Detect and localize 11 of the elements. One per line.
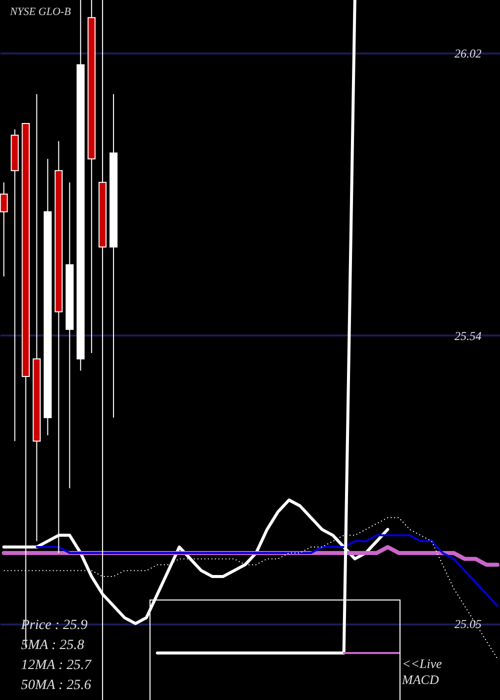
candlestick	[0, 182, 8, 277]
y-tick-label: 25.54	[454, 328, 482, 343]
line-series	[36, 534, 498, 607]
y-tick-label: 26.02	[454, 46, 482, 60]
annotation: 50MA : 25.6	[21, 678, 92, 693]
text: NYSE GLO-B	[9, 6, 72, 18]
annotation: <<Live MACD	[401, 656, 442, 687]
y-tick-label: 25.05	[454, 617, 482, 632]
candlestick	[10, 128, 19, 442]
annotation: 5MA : 25.8	[21, 638, 84, 653]
annotation: 12MA : 25.7	[21, 658, 92, 673]
